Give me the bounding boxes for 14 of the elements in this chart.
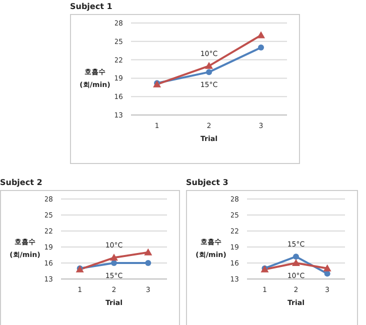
chart-title: Subject 2 xyxy=(0,178,44,189)
point xyxy=(111,260,117,266)
point xyxy=(145,260,152,266)
chart-title: Subject 3 xyxy=(186,178,230,189)
point xyxy=(323,264,332,272)
point xyxy=(292,259,300,266)
point xyxy=(110,254,118,261)
point xyxy=(206,69,212,76)
point xyxy=(257,31,265,38)
point xyxy=(293,254,299,260)
point xyxy=(205,62,213,69)
point xyxy=(258,44,264,51)
point xyxy=(144,248,152,256)
chart-title: Subject 1 xyxy=(70,2,114,13)
